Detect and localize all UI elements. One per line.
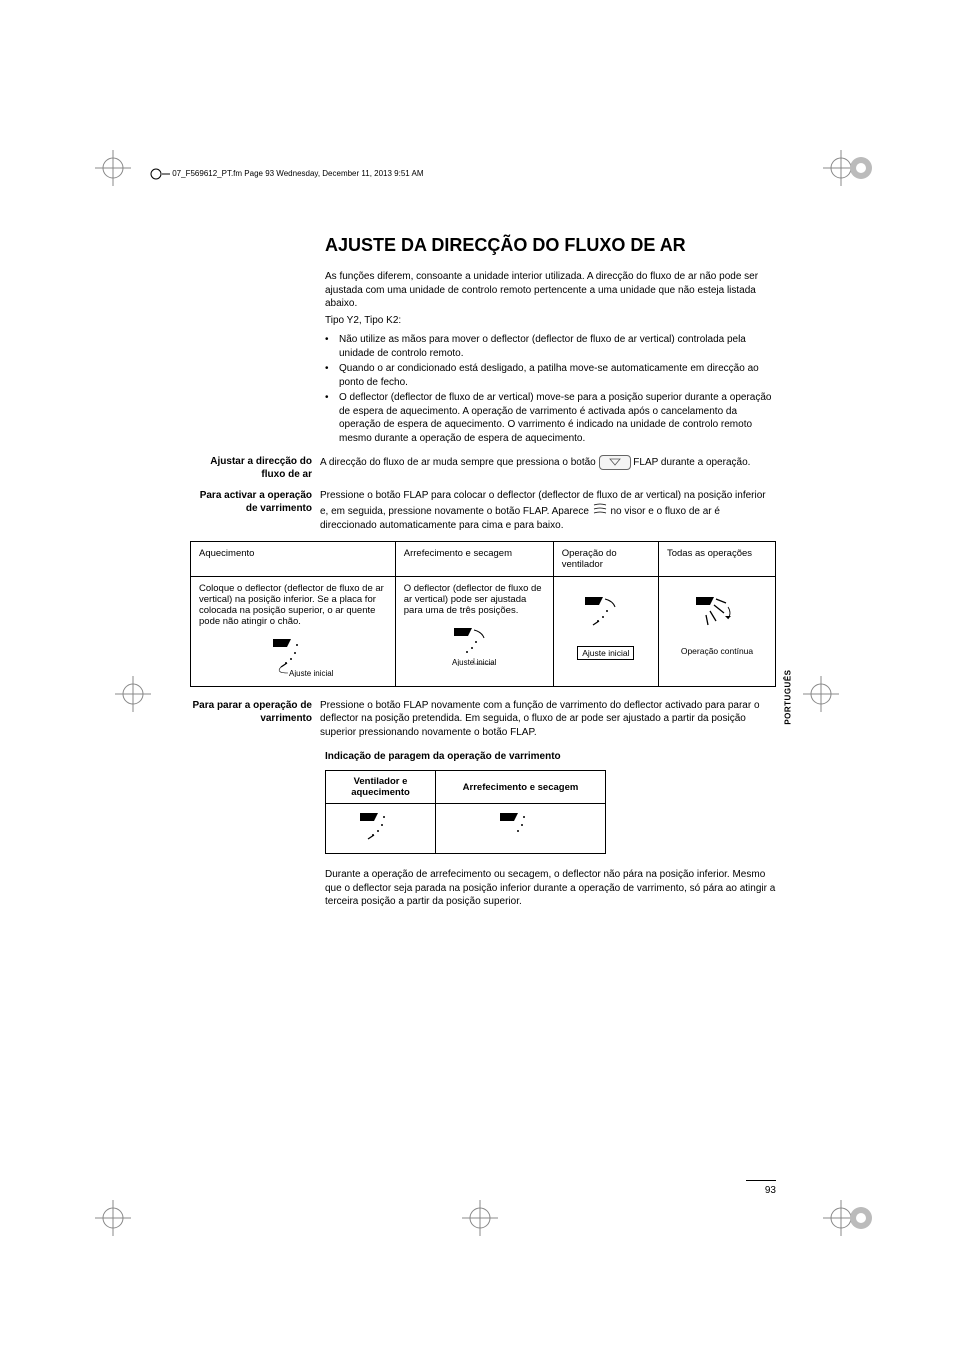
stop-header: Arrefecimento e secagem [436,771,606,804]
section-body: A direcção do fluxo de ar muda sempre qu… [320,455,776,481]
section-label: Ajustar a direcção do fluxo de ar [190,455,320,481]
intro-line2: Tipo Y2, Tipo K2: [325,314,776,328]
body-pre: A direcção do fluxo de ar muda sempre qu… [320,457,599,468]
bullet-item: Não utilize as mãos para mover o deflect… [325,333,776,360]
section-label: Para activar a operação de varrimento [190,489,320,533]
bullet-list: Não utilize as mãos para mover o deflect… [325,333,776,445]
intro-paragraph: As funções diferem, consoante a unidade … [325,270,776,311]
modes-table: Aquecimento Arrefecimento e secagem Oper… [190,541,776,687]
crop-mark-ml [115,676,151,712]
bullet-item: O deflector (deflector de fluxo de ar ve… [325,391,776,445]
flap-diagram-heating: Ajuste inicial [199,633,387,680]
cooling-text: O deflector (deflector de fluxo de ar ve… [404,583,545,616]
section-label: Para parar a operação de varrimento [190,699,320,740]
crop-mark-bl [95,1200,131,1236]
modes-cell-fan: Ajuste inicial [553,576,658,686]
fan-label: Ajuste inicial [577,646,634,660]
crop-mark-tl [95,150,131,186]
initial-label: Ajuste inicial [289,669,333,677]
stop-table: Ventilador e aquecimento Arrefecimento e… [325,770,606,854]
header-text: 07_F569612_PT.fm Page 93 Wednesday, Dece… [172,169,423,178]
main-content: AJUSTE DA DIRECÇÃO DO FLUXO DE AR As fun… [190,235,776,912]
stop-cell-cooling [436,804,606,854]
crop-mark-bc [462,1200,498,1236]
section-adjust: Ajustar a direcção do fluxo de ar A dire… [190,455,776,481]
all-label: Operação contínua [667,646,767,656]
modes-header: Operação do ventilador [553,541,658,576]
flap-button-icon [599,455,631,470]
sub-heading: Indicação de paragem da operação de varr… [325,751,776,762]
modes-cell-cooling: O deflector (deflector de fluxo de ar ve… [395,576,553,686]
crop-mark-mr [803,676,839,712]
modes-header: Todas as operações [658,541,775,576]
flap-diagram-cooling: Ajuste inicial [404,622,545,669]
closing-paragraph: Durante a operação de arrefecimento ou s… [325,868,776,909]
modes-header: Aquecimento [191,541,396,576]
section-stop: Para parar a operação de varrimento Pres… [190,699,776,740]
bullet-item: Quando o ar condicionado está desligado,… [325,362,776,389]
modes-cell-all: Operação contínua [658,576,775,686]
flap-diagram-all: Operação contínua [667,589,767,656]
section-body: Pressione o botão FLAP para colocar o de… [320,489,776,533]
section-body: Pressione o botão FLAP novamente com a f… [320,699,776,740]
stop-header: Ventilador e aquecimento [326,771,436,804]
sweep-icon [592,503,608,520]
crop-mark-br2 [848,1205,884,1241]
flap-diagram-fan: Ajuste inicial [562,589,650,660]
page-title: AJUSTE DA DIRECÇÃO DO FLUXO DE AR [325,235,776,256]
body-post: FLAP durante a operação. [633,457,750,468]
modes-cell-heating: Coloque o deflector (deflector de fluxo … [191,576,396,686]
language-tab: PORTUGUÊS [784,670,793,725]
crop-mark-tr2 [848,155,884,191]
modes-header: Arrefecimento e secagem [395,541,553,576]
stop-cell-fan [326,804,436,854]
initial-label: Ajuste inicial [452,658,497,666]
heating-text: Coloque o deflector (deflector de fluxo … [199,583,387,627]
page-header-line: 07_F569612_PT.fm Page 93 Wednesday, Dece… [150,168,424,180]
page-number: 93 [746,1180,776,1196]
section-activate: Para activar a operação de varrimento Pr… [190,489,776,533]
